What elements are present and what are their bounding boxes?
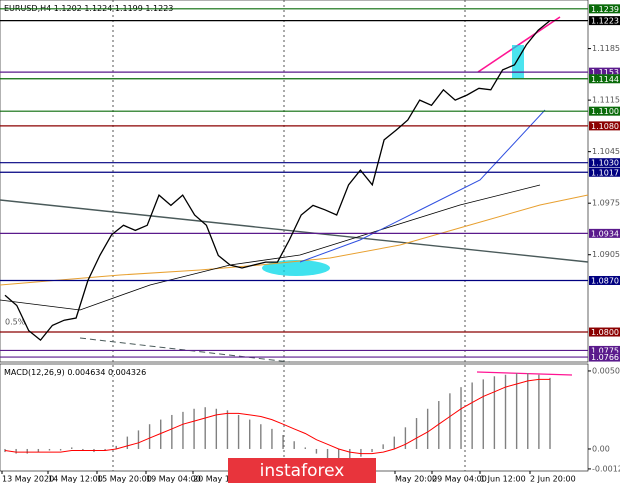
level-label: 1.1239 [591,5,619,14]
price-line [4,20,551,342]
y-tick-label: 1.0975 [592,199,620,208]
indicator-title: MACD(12,26,9) 0.004634 0.004326 [4,368,146,377]
level-label-box [589,275,620,285]
level-label: 1.0800 [591,328,619,337]
watermark: instaforex [260,461,345,481]
y-tick-label: 1.1185 [592,44,620,53]
level-label-box [589,74,620,84]
highlight-area [262,260,330,276]
level-label-box [589,106,620,116]
x-tick-label: 1 Jun 12:00 [480,475,526,484]
channel-line [477,16,561,73]
x-tick-label: 20 May 12 [193,475,235,484]
level-label-box [589,4,620,14]
y-tick-label: 1.1045 [592,147,620,156]
ohlc-value: 1.1202 [54,4,82,13]
level-label: 1.0775 [591,346,619,355]
level-label: 1.1017 [591,168,619,177]
level-label-box [589,345,620,355]
ohlc-value: 1.1224 [84,4,112,13]
level-label-box [589,121,620,131]
level-label: 1.0766 [591,353,619,362]
y-tick-label: 0.00 [592,444,610,453]
annotation: 0.5% [5,318,26,327]
y-tick-label: 0.005045 [592,366,620,375]
level-label: 1.1223 [591,17,619,26]
macd-pane [0,363,589,472]
divergence-line [476,371,573,376]
ohlc-value: 1.1199 [115,4,143,13]
level-label: 1.1153 [591,68,619,77]
indicator-value: 0.004634 [67,368,105,377]
x-tick-label: 15 May 20:00 [97,475,152,484]
indicator-value: 0.004326 [108,368,146,377]
level-label-box [589,352,620,362]
highlight-area [512,45,524,78]
level-label-box [589,228,620,238]
y-tick-label: 1.0905 [592,250,620,259]
level-label: 1.1144 [591,75,619,84]
level-label-box [589,327,620,337]
chart-title: EURUSD,H4 1.1202 1.1224 1.1199 1.1223 [4,4,173,13]
level-label-box [589,167,620,177]
x-tick-label: May 20:00 [395,475,437,484]
level-label: 1.0934 [591,229,619,238]
price-pane [0,0,589,363]
x-tick-label: 19 May 04:00 [146,475,201,484]
x-tick-label: 2 Jun 20:00 [530,475,576,484]
moving-average [299,109,546,263]
signal-line [4,378,550,455]
watermark-box [228,458,376,483]
level-label: 1.1030 [591,159,619,168]
level-label: 1.0870 [591,276,619,285]
x-tick-label: 29 May 04:00 [432,475,487,484]
symbol: EURUSD,H4 [4,4,51,13]
level-label: 1.1080 [591,122,619,131]
level-label-box [589,158,620,168]
y-tick-label: -0.00129 [592,464,620,473]
ohlc-value: 1.1223 [145,4,173,13]
level-label: 1.1100 [591,107,619,116]
y-tick-label: 1.1115 [592,96,620,105]
marks: 1.1185 1.1115 1.1045 1.0975 1.0905 1.1239 1.12… [0,4,620,484]
level-label-box [589,16,620,26]
x-tick-label: 13 May 2020 [2,475,54,484]
x-tick-label: 14 May 12:00 [48,475,103,484]
level-label-box [589,67,620,77]
indicator-name: MACD(12,26,9) [4,368,65,377]
moving-average [0,184,541,311]
